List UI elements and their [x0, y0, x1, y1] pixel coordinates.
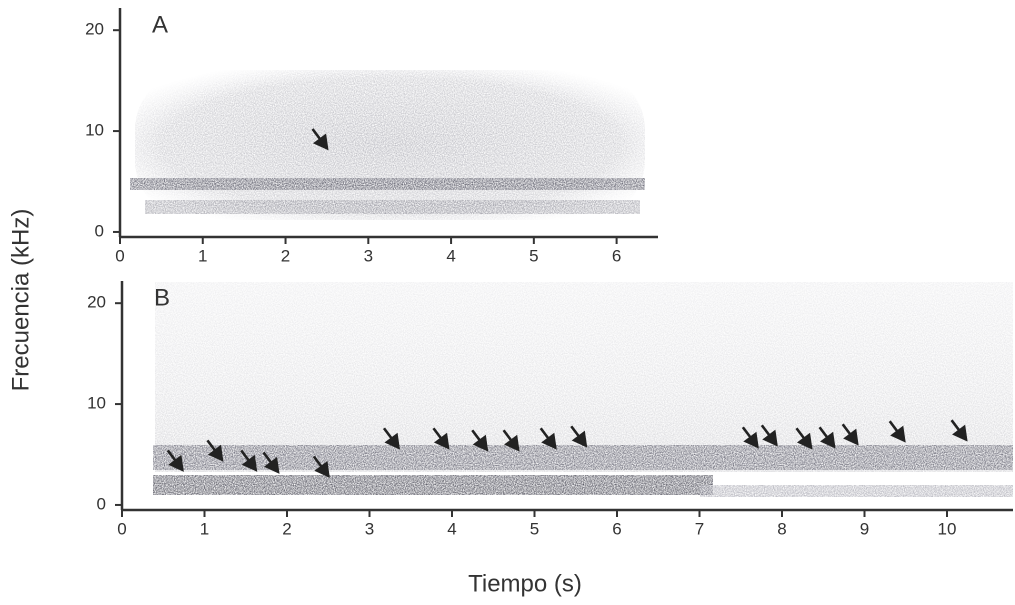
arrow [240, 449, 258, 472]
panel-label: A [152, 11, 168, 38]
arrow [741, 426, 759, 449]
arrow [382, 427, 401, 450]
x-tick-label: 2 [281, 246, 290, 265]
x-tick-label: 6 [612, 519, 621, 538]
arrow [795, 427, 813, 450]
x-tick-label: 0 [117, 519, 126, 538]
x-tick-label: 1 [200, 519, 209, 538]
y-tick-label: 0 [97, 494, 106, 513]
x-tick-label: 4 [447, 519, 456, 538]
arrow [311, 128, 329, 151]
x-tick-label: 6 [612, 246, 621, 265]
arrow [312, 455, 330, 478]
x-tick-label: 1 [198, 246, 207, 265]
spectrogram-a [130, 70, 645, 220]
y-tick-label: 10 [85, 121, 104, 140]
x-tick-label: 7 [695, 519, 704, 538]
x-tick-label: 8 [777, 519, 786, 538]
y-tick-label: 20 [85, 20, 104, 39]
arrow [206, 439, 224, 462]
spectrogram-b [153, 282, 1013, 497]
arrow [570, 425, 588, 448]
y-tick-label: 10 [87, 394, 106, 413]
arrow [539, 427, 557, 450]
x-tick-label: 2 [282, 519, 291, 538]
arrow [432, 427, 450, 450]
y-tick-label: 0 [95, 221, 104, 240]
arrow [502, 429, 520, 452]
x-tick-label: 3 [365, 519, 374, 538]
x-tick-label: 5 [530, 519, 539, 538]
y-axis-label: Frecuencia (kHz) [7, 209, 34, 392]
arrow [841, 423, 859, 446]
arrow [166, 449, 184, 472]
panel-label: B [154, 284, 170, 311]
arrow [471, 429, 489, 452]
arrow [262, 451, 280, 474]
arrow [950, 419, 968, 442]
x-tick-label: 0 [115, 246, 124, 265]
x-axis-label: Tiempo (s) [468, 570, 582, 597]
y-tick-label: 20 [87, 293, 106, 312]
x-tick-label: 9 [860, 519, 869, 538]
x-tick-label: 4 [446, 246, 455, 265]
arrow [760, 424, 778, 447]
arrow [818, 426, 836, 449]
x-tick-label: 3 [364, 246, 373, 265]
x-tick-label: 10 [938, 519, 957, 538]
x-tick-label: 5 [529, 246, 538, 265]
arrow [888, 420, 906, 443]
